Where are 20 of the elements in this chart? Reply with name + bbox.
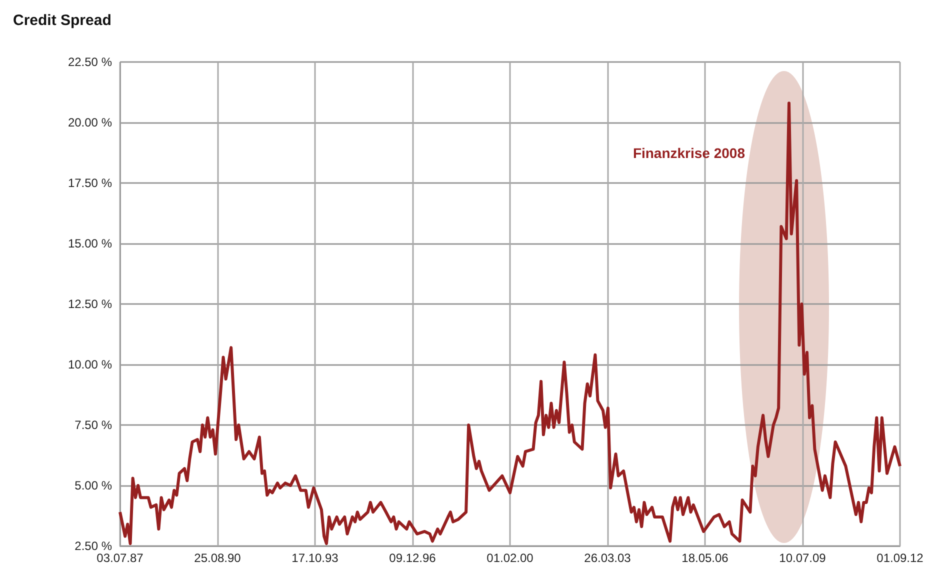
x-tick-label: 01.02.00 [486,551,534,565]
y-tick-label: 12.50 % [68,297,112,311]
chart-title: Credit Spread [13,12,112,29]
y-tick-label: 2.50 % [74,539,112,553]
y-tick-label: 17.50 % [68,176,112,190]
x-tick-label: 01.09.12 [876,551,924,565]
x-tick-label: 18.05.06 [682,551,729,565]
y-tick-label: 20.00 % [68,116,112,130]
y-tick-label: 7.50 % [74,418,112,432]
x-tick-label: 26.03.03 [584,551,632,565]
x-tick-label: 09.12.96 [389,551,436,565]
annotation: Finanzkrise 2008 [632,145,746,161]
x-tick-label: 10.07.09 [779,551,826,565]
x-tick-label: 25.08.90 [194,551,242,565]
x-tick-label: 03.07.87 [96,551,144,565]
y-tick-label: 5.00 % [74,478,112,492]
y-tick-label: 15.00 % [68,236,112,250]
y-tick-label: 22.50 % [68,55,112,69]
y-tick-label: 10.00 % [68,358,112,372]
x-tick-label: 17.10.93 [292,551,339,565]
